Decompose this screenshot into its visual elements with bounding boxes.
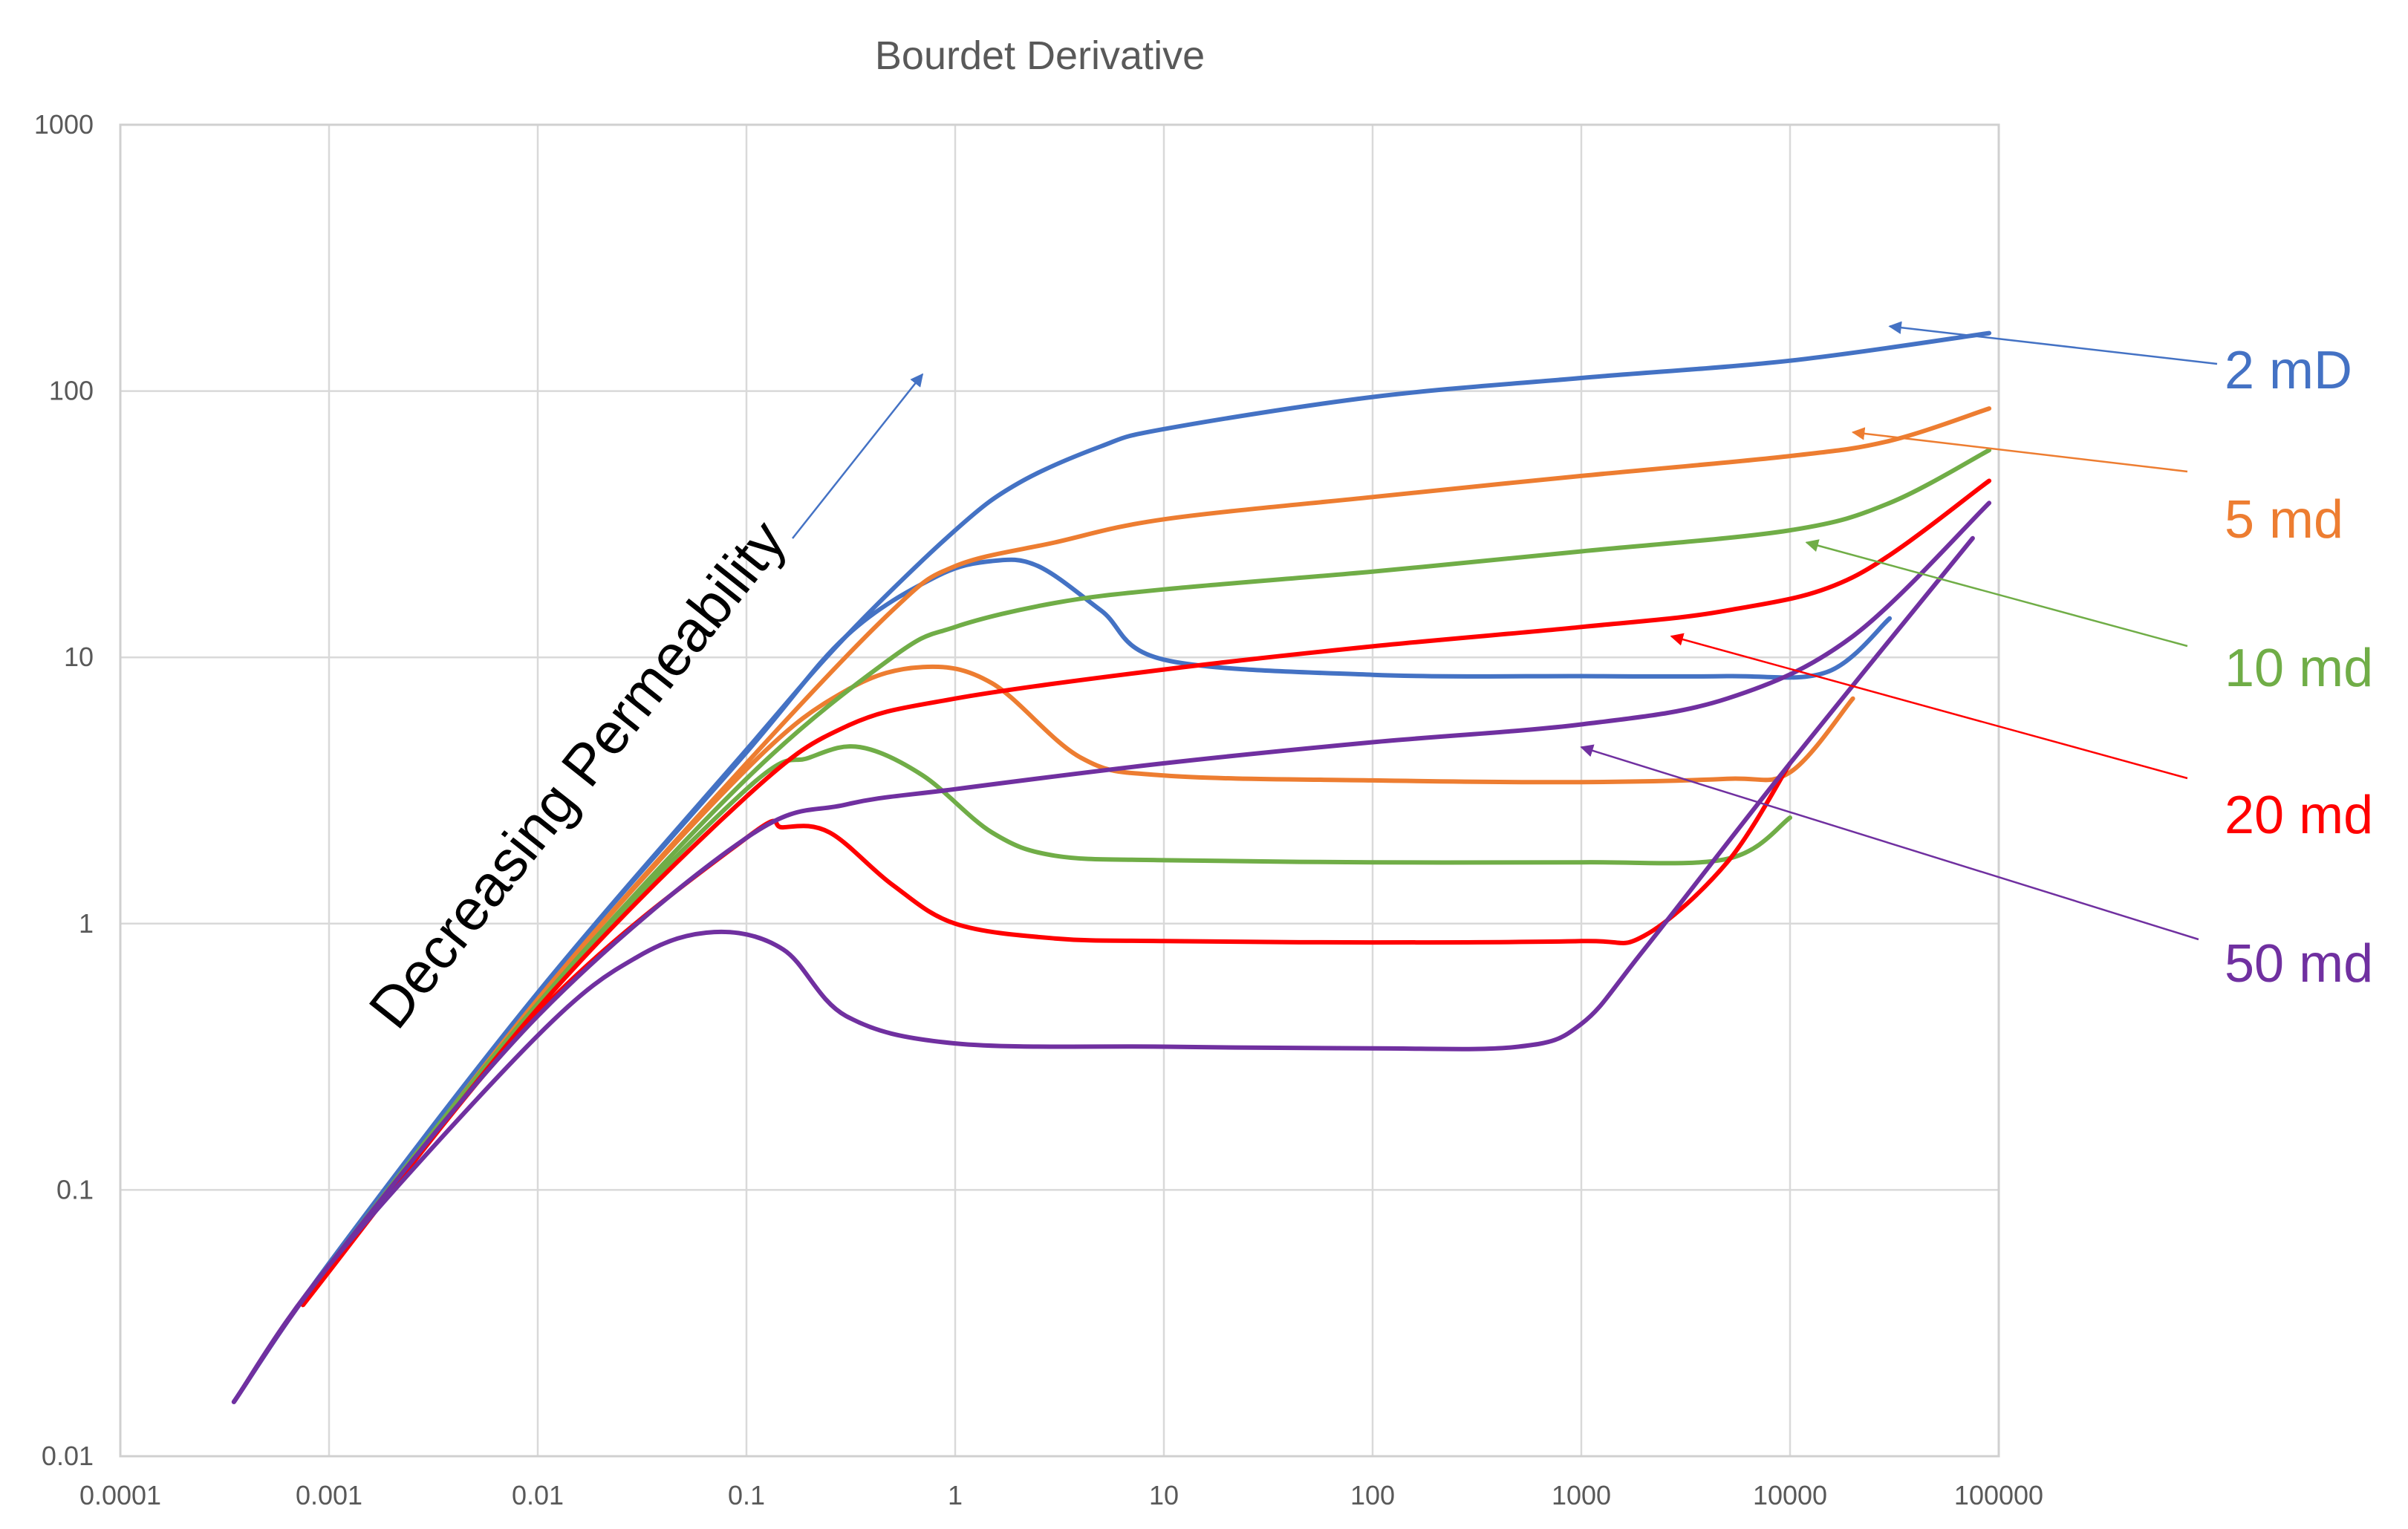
x-tick-label: 0.1 — [728, 1480, 765, 1510]
label-5md: 5 md — [2225, 490, 2343, 550]
x-tick-label: 100000 — [1954, 1480, 2043, 1510]
label-10md: 10 md — [2225, 639, 2373, 698]
y-tick-label: 0.1 — [56, 1174, 94, 1204]
x-tick-label: 0.0001 — [79, 1480, 161, 1510]
y-tick-label: 1 — [79, 908, 94, 939]
label-arrow-5md — [1851, 427, 2188, 473]
x-tick-label: 0.001 — [296, 1480, 362, 1510]
series-10md-pressure-line — [327, 448, 1992, 1268]
annotation-arrow — [792, 373, 924, 539]
label-arrows — [1580, 321, 2218, 941]
y-tick-label: 100 — [49, 376, 94, 406]
x-tick-label: 0.01 — [512, 1480, 564, 1510]
gridlines — [119, 123, 2000, 1458]
x-tick-label: 10000 — [1753, 1480, 1827, 1510]
x-tick-label: 1000 — [1552, 1480, 1611, 1510]
x-tick-label: 1 — [948, 1480, 963, 1510]
series-10md-derivative-line — [327, 744, 1792, 1268]
x-tick-label: 10 — [1149, 1480, 1179, 1510]
x-axis-ticks: 0.0001 0.001 0.01 0.1 1 10 100 1000 10000 100000 — [79, 1480, 2043, 1510]
label-50md: 50 md — [2225, 934, 2373, 994]
series-50md-pressure-line — [231, 501, 1992, 1404]
chart-title: Bourdet Derivative — [875, 33, 1205, 78]
series-curves — [231, 330, 1992, 1404]
label-arrow-10md — [1805, 539, 2188, 648]
label-arrow-50md — [1580, 744, 2199, 941]
series-20md-pressure-line — [300, 478, 1992, 1308]
y-axis-ticks: 0.01 0.1 1 10 100 1000 — [34, 109, 94, 1471]
label-arrow-2md — [1888, 321, 2218, 365]
label-2md: 2 mD — [2225, 341, 2352, 400]
x-tick-label: 100 — [1350, 1480, 1395, 1510]
y-tick-label: 0.01 — [42, 1441, 94, 1471]
series-2md-derivative-line — [231, 557, 1893, 1404]
y-tick-label: 10 — [64, 642, 94, 672]
series-50md-derivative-line — [231, 535, 1975, 1404]
series-5md-derivative-line — [300, 664, 1855, 1308]
y-tick-label: 1000 — [34, 109, 94, 140]
plot-area-frame — [119, 123, 2000, 1458]
label-20md: 20 md — [2225, 786, 2373, 845]
label-arrow-20md — [1670, 633, 2188, 780]
